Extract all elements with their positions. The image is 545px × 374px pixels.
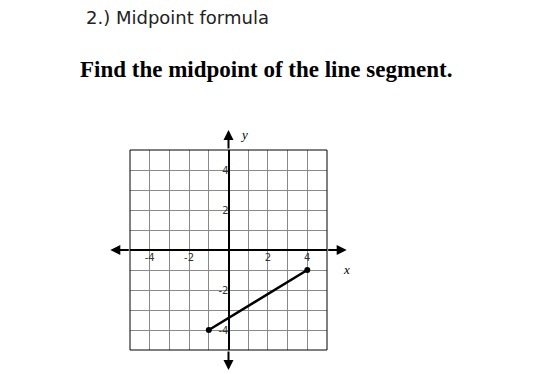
html-text:Find the midpoint of the line: Find the midpoint of the line segment. (80, 57, 453, 82)
html-text:2.) Midpoint formula: 2.) Midpoint formula (86, 7, 269, 28)
svg-text:4: 4 (304, 252, 310, 263)
svg-text:-2: -2 (219, 285, 229, 296)
svg-text:y: y (240, 127, 248, 142)
svg-text:-4: -4 (219, 325, 229, 336)
svg-text:-4: -4 (145, 252, 155, 263)
svg-text:2: 2 (265, 252, 271, 263)
svg-text:-2: -2 (184, 252, 194, 263)
svg-text:x: x (343, 262, 350, 277)
svg-text:4: 4 (222, 165, 228, 176)
svg-text:2: 2 (222, 205, 228, 216)
